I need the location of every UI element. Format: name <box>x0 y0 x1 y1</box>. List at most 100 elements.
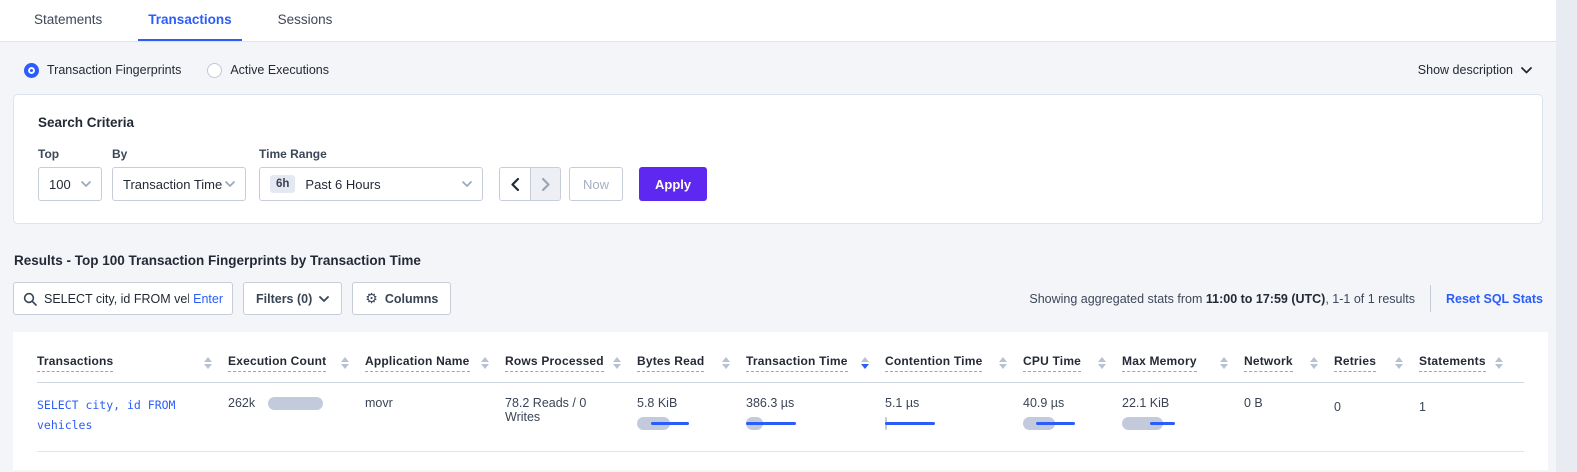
time-range-field-label: Time Range <box>259 147 327 161</box>
reset-sql-stats-link[interactable]: Reset SQL Stats <box>1445 291 1543 306</box>
search-input[interactable] <box>44 291 190 306</box>
search-criteria-controls: Top 100 By Transaction Time Time Range 6… <box>38 147 1518 201</box>
transaction-time-bar <box>746 417 871 430</box>
sort-icon[interactable] <box>613 357 621 369</box>
radio-unselected-icon <box>207 62 223 78</box>
cell-application-name: movr <box>365 396 505 410</box>
column-header-retries[interactable]: Retries <box>1334 354 1419 372</box>
cell-cpu-time: 40.9 µs <box>1023 396 1122 430</box>
results-title: Results - Top 100 Transaction Fingerprin… <box>14 253 421 268</box>
show-description-toggle[interactable]: Show description <box>1418 63 1532 77</box>
chevron-down-icon <box>319 295 330 302</box>
column-header-label: Execution Count <box>228 354 327 372</box>
tab-transactions[interactable]: Transactions <box>138 0 242 41</box>
bytes-read-value: 5.8 KiB <box>637 396 678 410</box>
results-table-card: Transactions Execution Count Application… <box>13 332 1548 471</box>
search-criteria-card: Search Criteria Top 100 By Transaction T… <box>13 94 1543 224</box>
tab-statements[interactable]: Statements <box>24 0 112 41</box>
show-description-label: Show description <box>1417 63 1513 77</box>
stats-prefix: Showing aggregated stats from <box>1029 291 1206 306</box>
top-select[interactable]: 100 <box>38 167 102 201</box>
previous-time-window-button[interactable] <box>500 168 530 200</box>
cell-network: 0 B <box>1244 396 1334 410</box>
bytes-read-bar <box>637 417 732 430</box>
next-time-window-button[interactable] <box>530 168 560 200</box>
column-header-execution-count[interactable]: Execution Count <box>228 354 365 372</box>
column-header-label: Application Name <box>365 354 470 372</box>
column-header-max-memory[interactable]: Max Memory <box>1122 354 1244 372</box>
execution-count-bar <box>268 396 324 410</box>
sort-icon[interactable] <box>722 357 730 369</box>
column-header-cpu-time[interactable]: CPU Time <box>1023 354 1122 372</box>
column-header-label: Transaction Time <box>746 354 848 372</box>
sort-icon[interactable] <box>999 357 1007 369</box>
radio-transaction-fingerprints-label: Transaction Fingerprints <box>47 63 182 77</box>
sql-search-box: Enter <box>13 282 233 315</box>
sort-icon[interactable] <box>341 357 349 369</box>
gear-icon: ⚙ <box>365 290 378 306</box>
sort-icon[interactable] <box>1310 357 1318 369</box>
stats-text: Showing aggregated stats from 11:00 to 1… <box>1029 292 1415 306</box>
column-header-application-name[interactable]: Application Name <box>365 354 505 372</box>
statements-value: 1 <box>1419 400 1426 414</box>
column-header-label: Bytes Read <box>637 354 705 372</box>
sort-icon[interactable] <box>1220 357 1228 369</box>
column-header-network[interactable]: Network <box>1244 354 1334 372</box>
column-header-rows-processed[interactable]: Rows Processed <box>505 354 637 372</box>
sort-icon[interactable] <box>1395 357 1403 369</box>
cell-max-memory: 22.1 KiB <box>1122 396 1244 430</box>
cell-retries: 0 <box>1334 396 1419 414</box>
max-memory-bar <box>1122 417 1230 430</box>
execution-count-value: 262k <box>228 396 256 410</box>
rows-processed-value: 78.2 Reads / 0 Writes <box>505 396 587 424</box>
sort-icon[interactable] <box>481 357 489 369</box>
view-toggle-row: Transaction Fingerprints Active Executio… <box>0 59 1556 81</box>
sort-icon-active-desc[interactable] <box>861 357 869 369</box>
retries-value: 0 <box>1334 400 1341 414</box>
network-value: 0 B <box>1244 396 1263 410</box>
columns-button[interactable]: ⚙ Columns <box>352 282 452 315</box>
chevron-down-icon <box>1521 66 1532 73</box>
sort-icon[interactable] <box>204 357 212 369</box>
top-select-value: 100 <box>49 176 71 192</box>
column-header-transactions[interactable]: Transactions <box>37 354 228 372</box>
tab-sessions[interactable]: Sessions <box>268 0 343 41</box>
contention-time-bar <box>885 417 1009 430</box>
chevron-down-icon <box>462 181 472 187</box>
filters-button-label: Filters (0) <box>256 291 313 306</box>
columns-button-label: Columns <box>384 291 439 306</box>
by-field-group: By Transaction Time <box>112 147 246 201</box>
radio-active-executions[interactable]: Active Executions <box>207 62 329 78</box>
cell-transaction: SELECT city, id FROM vehicles <box>37 396 228 435</box>
vertical-divider <box>1429 285 1431 312</box>
apply-button[interactable]: Apply <box>639 167 708 201</box>
transaction-fingerprint-link[interactable]: SELECT city, id FROM vehicles <box>37 398 176 432</box>
column-header-transaction-time[interactable]: Transaction Time <box>746 354 885 372</box>
by-field-label: By <box>112 147 128 161</box>
by-select[interactable]: Transaction Time <box>112 167 246 201</box>
cell-execution-count: 262k <box>228 396 365 410</box>
now-button-label: Now <box>583 176 610 192</box>
stats-range: 11:00 to 17:59 (UTC) <box>1205 291 1326 306</box>
sort-icon[interactable] <box>1495 357 1503 369</box>
radio-transaction-fingerprints[interactable]: Transaction Fingerprints <box>24 62 182 78</box>
now-button[interactable]: Now <box>569 167 624 201</box>
results-controls-row: Enter Filters (0) ⚙ Columns Showing aggr… <box>13 282 1543 315</box>
column-header-statements[interactable]: Statements <box>1419 354 1519 372</box>
column-header-label: Max Memory <box>1122 354 1197 372</box>
radio-active-executions-label: Active Executions <box>230 63 329 77</box>
tab-statements-label: Statements <box>34 12 103 27</box>
tab-transactions-label: Transactions <box>148 12 232 27</box>
contention-time-value: 5.1 µs <box>885 396 920 410</box>
application-name-value: movr <box>365 396 393 410</box>
max-memory-value: 22.1 KiB <box>1122 396 1170 410</box>
column-header-bytes-read[interactable]: Bytes Read <box>637 354 746 372</box>
search-icon <box>23 292 37 306</box>
column-header-contention-time[interactable]: Contention Time <box>885 354 1023 372</box>
sort-icon[interactable] <box>1098 357 1106 369</box>
column-header-label: Retries <box>1334 354 1377 372</box>
column-header-label: Transactions <box>37 354 114 372</box>
search-enter-button[interactable]: Enter <box>193 291 223 306</box>
time-range-select[interactable]: 6h Past 6 Hours <box>259 167 483 201</box>
filters-button[interactable]: Filters (0) <box>243 282 343 315</box>
